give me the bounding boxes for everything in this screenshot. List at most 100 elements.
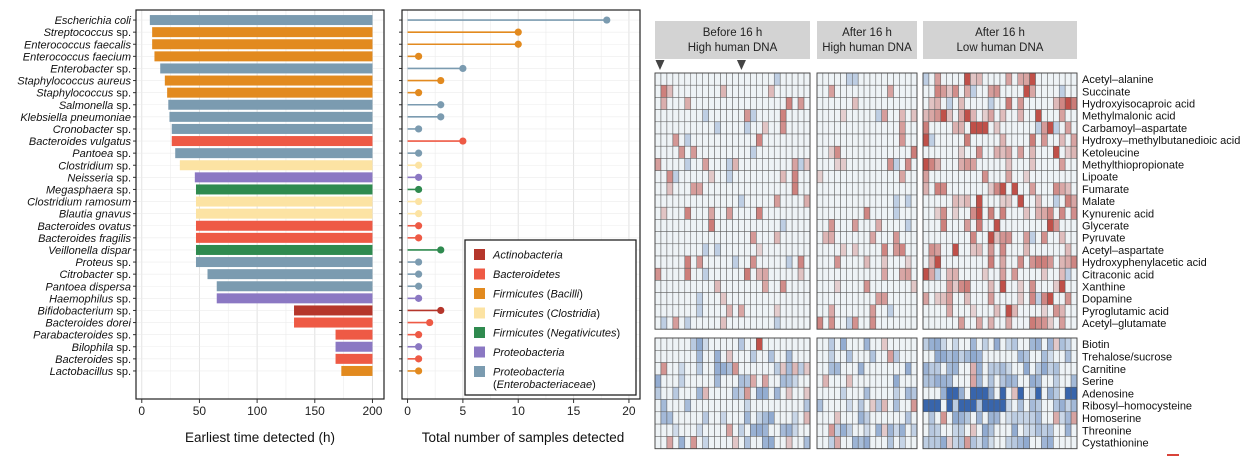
heatmap-cell: [875, 436, 882, 449]
bar-parabacteroides-sp-: [335, 329, 373, 340]
heatmap-cell: [678, 121, 686, 135]
heatmap-cell: [922, 182, 930, 196]
heatmap-cell: [797, 194, 805, 208]
text-part: Firmicutes: [493, 328, 544, 340]
heatmap-cell: [1041, 423, 1048, 437]
heatmap-cell: [840, 337, 847, 351]
heatmap-cell: [785, 267, 793, 281]
heatmap-cell: [1041, 133, 1048, 147]
heatmap-cell: [744, 231, 751, 245]
heatmap-cell: [762, 206, 769, 220]
heatmap-cell: [1047, 170, 1054, 184]
heatmap-cell: [840, 255, 847, 269]
heatmap-cell: [893, 194, 900, 208]
heatmap-cell: [976, 243, 983, 257]
heatmap-cell: [1064, 411, 1072, 425]
heatmap-cell: [946, 97, 953, 110]
heatmap-cell: [762, 182, 769, 196]
heatmap-cell: [928, 72, 936, 86]
heatmap-cell: [987, 170, 995, 184]
heatmap-cell: [952, 362, 959, 376]
heatmap-cell: [822, 399, 830, 413]
bar-lactobacillus-sp-: [341, 365, 373, 376]
heatmap-cell: [946, 304, 953, 318]
heatmap-cell: [922, 194, 930, 208]
heatmap-cell: [732, 84, 739, 98]
heatmap-cell: [940, 411, 947, 425]
heatmap-cell: [672, 219, 680, 232]
heatmap-cell: [869, 170, 877, 184]
heatmap-cell: [922, 243, 930, 257]
heatmap-cell: [1058, 109, 1066, 123]
heatmap-cell: [1047, 423, 1054, 437]
heatmap-cell: [869, 280, 877, 293]
heatmap-cell: [732, 386, 739, 400]
lollipop-x-tick-label: 0: [404, 404, 411, 418]
heatmap-cell: [881, 194, 888, 208]
heatmap-cell: [846, 374, 853, 388]
heatmap-cell: [666, 374, 674, 388]
heatmap-cell: [934, 337, 942, 351]
heatmap-cell: [893, 84, 900, 98]
heatmap-cell: [744, 267, 751, 281]
heatmap-cell: [732, 374, 739, 388]
heatmap-cell: [958, 423, 965, 437]
heatmap-cell: [952, 374, 959, 388]
heatmap-cell: [1053, 362, 1060, 376]
heatmap-cell: [1029, 399, 1036, 413]
heatmap-cell: [940, 72, 947, 86]
heatmap-cell: [857, 316, 865, 330]
heatmap-cell: [993, 182, 1001, 196]
heatmap-cell: [1023, 436, 1030, 449]
heatmap-cell: [1047, 350, 1054, 363]
heatmap-cell: [1047, 316, 1054, 330]
heatmap-cell: [934, 170, 942, 184]
heatmap-cell: [666, 255, 674, 269]
heatmap-cell: [875, 411, 882, 425]
heatmap-cell: [738, 158, 745, 171]
heatmap-cell: [828, 423, 835, 437]
heatmap-cell: [816, 84, 824, 98]
heatmap-cell: [720, 170, 727, 184]
heatmap-cell: [785, 316, 793, 330]
heatmap-cell: [738, 337, 745, 351]
heatmap-cell: [768, 145, 775, 159]
heatmap-cell: [768, 133, 775, 147]
heatmap-cell: [946, 267, 953, 281]
heatmap-cell: [899, 231, 906, 245]
heatmap-cell: [779, 337, 787, 351]
heatmap-cell: [720, 280, 727, 293]
heatmap-cell: [910, 158, 918, 171]
heatmap-cell: [852, 337, 859, 351]
heatmap-cell: [840, 374, 847, 388]
heatmap-cell: [952, 399, 959, 413]
heatmap-cell: [750, 97, 757, 110]
heatmap-cell: [887, 121, 894, 135]
heatmap-cell: [887, 423, 894, 437]
heatmap-cell: [1047, 255, 1054, 269]
heatmap-cell: [852, 97, 859, 110]
heatmap-cell: [750, 423, 757, 437]
heatmap-cell: [779, 362, 787, 376]
heatmap-cell: [714, 255, 721, 269]
heatmap-cell: [768, 350, 775, 363]
heatmap-cell: [910, 337, 918, 351]
heatmap-cell: [904, 84, 912, 98]
heatmap-cell: [899, 121, 906, 135]
heatmap-cell: [779, 158, 787, 171]
heatmap-cell: [846, 436, 853, 449]
heatmap-cell: [922, 170, 930, 184]
heatmap-cell: [1064, 292, 1072, 306]
heatmap-cell: [803, 170, 811, 184]
heatmap-cell: [1023, 133, 1030, 147]
heatmap-cell: [1053, 386, 1060, 400]
heatmap-cell: [690, 292, 697, 306]
heatmap-cell: [887, 145, 894, 159]
heatmap-cell: [1017, 231, 1024, 245]
heatmap-cell: [720, 97, 727, 110]
heatmap-cell: [869, 362, 877, 376]
heatmap-cell: [952, 219, 959, 232]
heatmap-cell: [1064, 133, 1072, 147]
heatmap-cell: [666, 133, 674, 147]
